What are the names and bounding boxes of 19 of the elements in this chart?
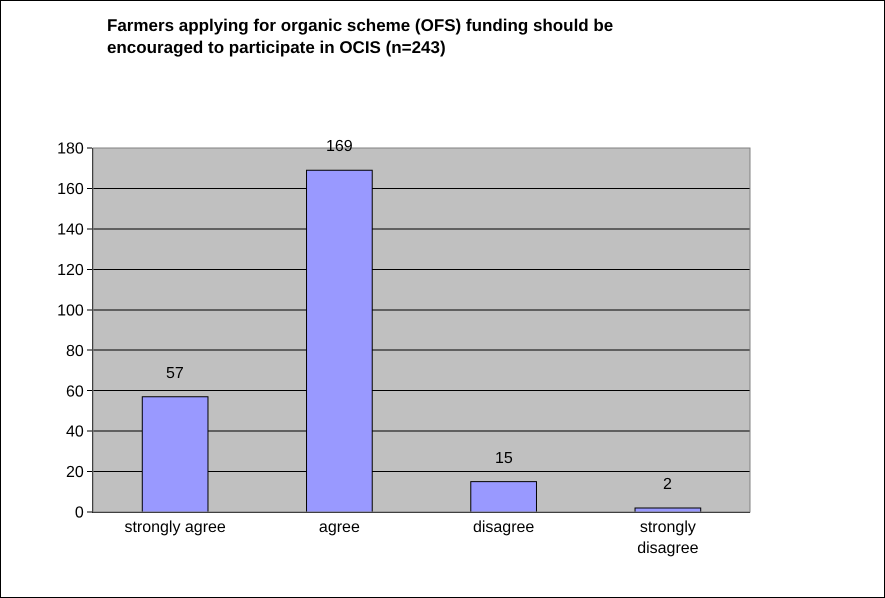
data-label: 15 [495, 450, 513, 467]
x-tick-label: agree [318, 519, 360, 536]
y-tick-label: 100 [57, 302, 84, 320]
x-tick-label: strongly agree [124, 519, 226, 536]
x-tick-label: strongly disagree [637, 519, 699, 557]
y-tick-label: 140 [57, 221, 84, 238]
y-tick-label: 180 [57, 140, 84, 158]
y-tick-label: 20 [66, 464, 84, 482]
y-tick-label: 40 [66, 424, 84, 441]
y-tick-label: 80 [66, 342, 84, 360]
chart-title: Farmers applying for organic scheme (OFS) funding should be encouraged to participate in OCIS (n=243) [106, 16, 614, 57]
data-label: 2 [663, 476, 672, 493]
y-tick-label: 160 [57, 181, 84, 198]
y-tick-label: 0 [74, 504, 84, 522]
y-tick-label: 120 [57, 262, 84, 279]
data-label: 57 [166, 365, 184, 382]
y-tick-label: 60 [66, 383, 84, 400]
x-tick-label: disagree [472, 519, 534, 536]
data-label: 169 [326, 138, 353, 155]
